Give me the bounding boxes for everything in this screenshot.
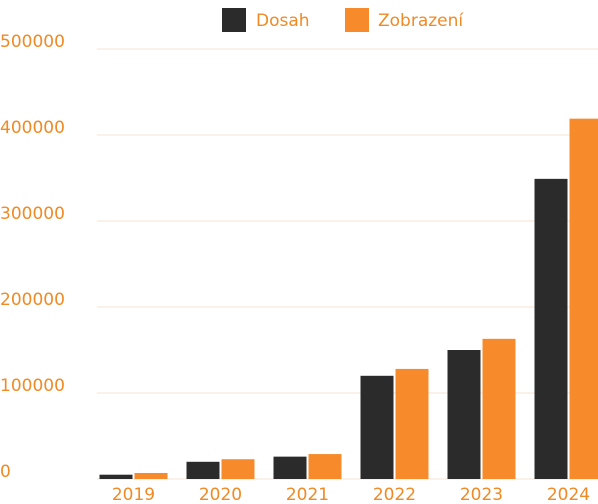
bar <box>99 474 133 479</box>
x-tick-label: 2024 <box>547 485 590 504</box>
bar <box>221 459 255 479</box>
y-tick-label: 0 <box>0 462 11 482</box>
x-tick-label: 2022 <box>373 485 416 504</box>
bar <box>569 118 598 479</box>
y-tick-label: 500000 <box>0 32 65 52</box>
x-tick-label: 2019 <box>112 485 155 504</box>
y-tick-label: 400000 <box>0 118 65 138</box>
legend-label: Dosah <box>256 11 310 31</box>
legend-label: Zobrazení <box>378 11 464 31</box>
legend-swatch-dosah <box>222 8 246 32</box>
y-tick-label: 100000 <box>0 376 65 396</box>
bar <box>534 178 568 480</box>
bar <box>308 454 342 479</box>
legend-swatch-zobrazeni <box>345 8 369 32</box>
y-tick-label: 200000 <box>0 290 65 310</box>
bar <box>395 368 429 479</box>
x-tick-label: 2021 <box>286 485 329 504</box>
x-tick-label: 2023 <box>460 485 503 504</box>
bar <box>447 350 481 479</box>
bar <box>134 472 168 479</box>
bar <box>482 338 516 479</box>
bar <box>273 456 307 479</box>
bar <box>186 461 220 479</box>
x-tick-label: 2020 <box>199 485 242 504</box>
bar <box>360 375 394 479</box>
y-tick-label: 300000 <box>0 204 65 224</box>
